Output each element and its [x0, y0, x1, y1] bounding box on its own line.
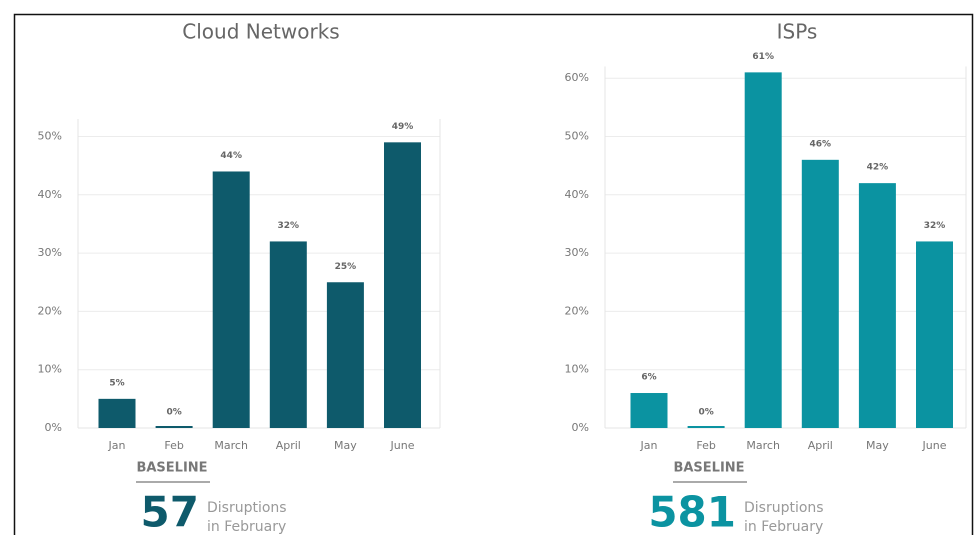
bar — [98, 398, 136, 428]
bar — [916, 241, 953, 428]
bar — [801, 159, 839, 428]
data-label: 32% — [278, 221, 300, 231]
y-tick-label: 40% — [565, 188, 589, 201]
baseline-label: BASELINE — [136, 461, 207, 476]
data-label: 5% — [109, 378, 124, 388]
x-tick-label: May — [866, 439, 889, 452]
data-label: 46% — [810, 139, 832, 149]
y-tick-label: 30% — [565, 246, 589, 259]
data-label: 61% — [752, 52, 774, 62]
chart-title: ISPs — [777, 20, 818, 44]
data-label: 32% — [924, 221, 946, 231]
data-label: 0% — [166, 408, 181, 418]
x-tick-label: Feb — [164, 439, 183, 452]
bar — [384, 142, 421, 428]
frame — [13, 13, 974, 535]
baseline-text: in February — [744, 519, 823, 535]
data-label: 6% — [641, 373, 656, 383]
baseline-value: 57 — [141, 488, 199, 535]
x-tick-label: April — [808, 439, 833, 452]
bar — [269, 241, 307, 428]
chart-title: Cloud Networks — [182, 20, 339, 44]
x-tick-label: June — [922, 439, 947, 452]
y-tick-label: 50% — [38, 130, 62, 143]
x-tick-label: March — [746, 439, 780, 452]
baseline-value: 581 — [648, 488, 736, 535]
bar — [212, 171, 250, 429]
y-tick-label: 40% — [38, 188, 62, 201]
data-label: 44% — [220, 151, 242, 161]
bar — [155, 426, 193, 428]
x-tick-label: April — [276, 439, 301, 452]
baseline-text: Disruptions — [207, 500, 287, 516]
x-tick-label: Jan — [108, 439, 126, 452]
baseline-text: Disruptions — [744, 500, 824, 516]
y-tick-label: 60% — [565, 71, 589, 84]
x-tick-label: June — [390, 439, 415, 452]
bar — [744, 72, 782, 429]
y-tick-label: 30% — [38, 246, 62, 259]
x-tick-label: March — [214, 439, 248, 452]
y-tick-label: 20% — [38, 304, 62, 317]
baseline-label: BASELINE — [673, 461, 744, 476]
bar — [630, 393, 668, 428]
x-tick-label: Jan — [640, 439, 658, 452]
data-label: 49% — [392, 122, 414, 132]
y-tick-label: 10% — [38, 363, 62, 376]
y-tick-label: 50% — [565, 130, 589, 143]
y-tick-label: 0% — [572, 421, 589, 434]
baseline-text: in February — [207, 519, 286, 535]
bar — [858, 183, 896, 428]
y-tick-label: 0% — [45, 421, 62, 434]
bar — [687, 426, 725, 428]
data-label: 0% — [698, 408, 713, 418]
bar — [326, 282, 364, 428]
y-tick-label: 10% — [565, 363, 589, 376]
data-label: 42% — [867, 163, 889, 173]
x-tick-label: May — [334, 439, 357, 452]
data-label: 25% — [335, 262, 357, 272]
y-tick-label: 20% — [565, 304, 589, 317]
x-tick-label: Feb — [696, 439, 715, 452]
